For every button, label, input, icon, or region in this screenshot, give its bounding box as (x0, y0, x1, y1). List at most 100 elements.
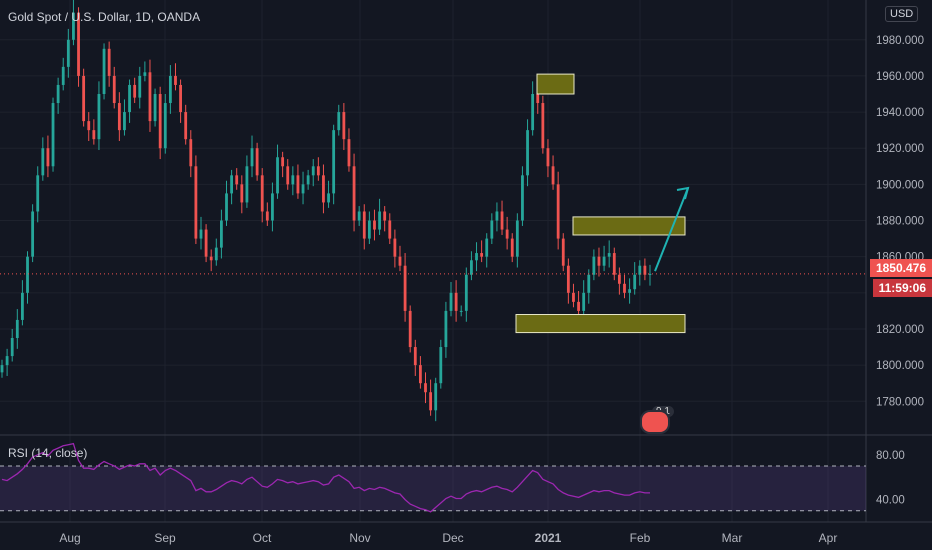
rsi-y-tick-label: 80.00 (876, 450, 905, 462)
candle-body (266, 211, 269, 220)
candle-body (353, 166, 356, 220)
candle-body (123, 112, 126, 130)
candle-body (455, 293, 458, 311)
candle-body (251, 148, 254, 166)
candle-body (297, 175, 300, 193)
event-flag-icon[interactable] (640, 410, 670, 434)
candle-body (592, 257, 595, 275)
candle-body (261, 175, 264, 211)
candle-body (322, 175, 325, 202)
candle-body (128, 85, 131, 112)
candle-body (383, 211, 386, 220)
candle-body (332, 130, 335, 193)
candle-body (317, 166, 320, 175)
indicator-label: RSI (14, close) (8, 446, 87, 460)
candle-body (82, 76, 85, 121)
candle-body (613, 253, 616, 275)
candle-body (246, 166, 249, 202)
candle-body (92, 130, 95, 139)
candle-body (511, 239, 514, 257)
candle-body (531, 94, 534, 130)
candle-body (552, 166, 555, 184)
candle-body (302, 184, 305, 193)
candle-body (419, 365, 422, 383)
candle-body (358, 211, 361, 220)
candle-body (6, 356, 9, 365)
candle-body (149, 72, 152, 121)
x-tick-label: Oct (253, 531, 272, 545)
candle-body (62, 67, 65, 85)
candle-body (501, 211, 504, 229)
candle-body (409, 311, 412, 347)
candle-body (103, 49, 106, 94)
x-tick-label: Aug (59, 531, 80, 545)
candle-body (133, 85, 136, 98)
candle-body (225, 193, 228, 220)
y-tick-label: 1900.000 (876, 179, 924, 191)
candle-body (281, 157, 284, 166)
candle-body (516, 221, 519, 257)
candle-body (572, 293, 575, 302)
candle-body (598, 257, 601, 266)
y-tick-label: 1920.000 (876, 143, 924, 155)
x-tick-label: Nov (349, 531, 370, 545)
candle-body (11, 338, 14, 356)
candle-body (184, 112, 187, 139)
candle-body (587, 275, 590, 293)
candle-body (526, 130, 529, 175)
candle-body (562, 239, 565, 266)
candle-body (312, 166, 315, 175)
candle-body (618, 275, 621, 284)
candle-body (205, 230, 208, 257)
candle-body (31, 211, 34, 256)
candle-body (582, 293, 585, 311)
y-tick-label: 1800.000 (876, 360, 924, 372)
countdown-badge: 11:59:06 (873, 279, 932, 297)
candle-body (373, 221, 376, 230)
candle-body (87, 121, 90, 130)
y-tick-label: 1820.000 (876, 324, 924, 336)
last-price-badge: 1850.476 (870, 259, 932, 277)
candle-body (174, 76, 177, 85)
zone-rectangle (537, 74, 574, 94)
candle-body (399, 257, 402, 266)
candle-body (98, 94, 101, 139)
currency-button[interactable]: USD (885, 6, 918, 22)
candle-body (404, 266, 407, 311)
candle-body (235, 175, 238, 184)
candle-body (363, 211, 366, 238)
x-tick-label: Feb (630, 531, 651, 545)
candle-body (633, 275, 636, 289)
y-tick-label: 1980.000 (876, 35, 924, 47)
candle-body (368, 221, 371, 239)
candle-body (608, 253, 611, 257)
candle-body (434, 383, 437, 410)
candle-body (21, 293, 24, 320)
candle-body (194, 166, 197, 238)
candle-body (154, 94, 157, 121)
candle-body (307, 175, 310, 184)
candle-body (414, 347, 417, 365)
rsi-y-tick-label: 40.00 (876, 495, 905, 507)
candle-body (215, 248, 218, 261)
candle-body (348, 139, 351, 166)
symbol-title: Gold Spot / U.S. Dollar, 1D, OANDA (8, 10, 200, 24)
y-tick-label: 1960.000 (876, 71, 924, 83)
candle-body (159, 94, 162, 148)
candle-body (271, 193, 274, 220)
candle-body (628, 289, 631, 293)
candle-body (445, 311, 448, 347)
candle-body (108, 49, 111, 76)
candle-body (210, 257, 213, 261)
zone-rectangle (516, 315, 685, 333)
candle-body (388, 221, 391, 239)
candle-body (220, 221, 223, 248)
zone-rectangle (573, 217, 685, 235)
candle-body (506, 230, 509, 239)
candle-body (337, 112, 340, 130)
candle-body (47, 148, 50, 166)
x-tick-label: Mar (722, 531, 743, 545)
candle-body (1, 365, 4, 372)
candle-body (460, 311, 463, 312)
